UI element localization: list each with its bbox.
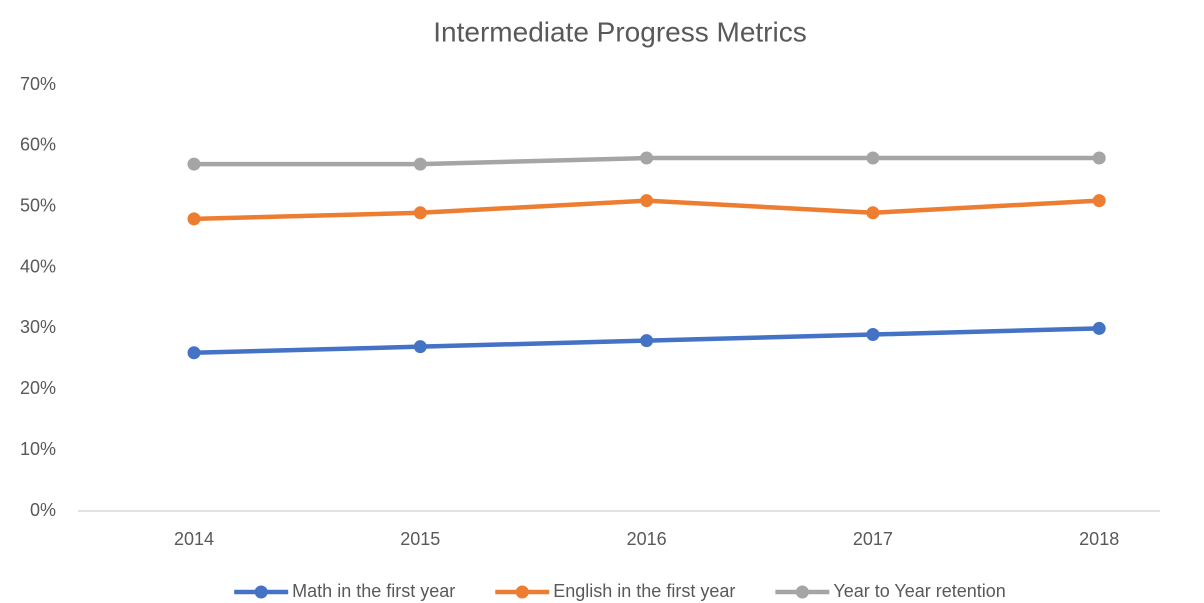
data-point bbox=[187, 157, 201, 171]
x-tick-label: 2016 bbox=[627, 529, 667, 549]
legend-marker bbox=[254, 585, 268, 599]
data-point bbox=[1092, 151, 1106, 165]
y-tick-label: 30% bbox=[20, 317, 56, 337]
legend-label: English in the first year bbox=[553, 581, 735, 601]
y-tick-label: 10% bbox=[20, 439, 56, 459]
data-point bbox=[866, 206, 880, 220]
data-point bbox=[1092, 194, 1106, 208]
y-tick-label: 40% bbox=[20, 256, 56, 276]
y-tick-label: 50% bbox=[20, 195, 56, 215]
data-point bbox=[413, 157, 427, 171]
data-point bbox=[640, 334, 654, 348]
legend-marker bbox=[515, 585, 529, 599]
data-point bbox=[413, 206, 427, 220]
y-tick-label: 60% bbox=[20, 135, 56, 155]
x-tick-label: 2014 bbox=[174, 529, 214, 549]
data-point bbox=[640, 151, 654, 165]
data-point bbox=[187, 346, 201, 360]
legend-marker bbox=[795, 585, 809, 599]
x-tick-label: 2015 bbox=[400, 529, 440, 549]
y-tick-label: 0% bbox=[30, 500, 56, 520]
data-point bbox=[1092, 321, 1106, 335]
x-tick-label: 2017 bbox=[853, 529, 893, 549]
y-tick-label: 20% bbox=[20, 378, 56, 398]
legend-label: Year to Year retention bbox=[833, 581, 1005, 601]
data-point bbox=[866, 151, 880, 165]
chart-title: Intermediate Progress Metrics bbox=[433, 16, 806, 47]
data-point bbox=[866, 328, 880, 342]
x-tick-label: 2018 bbox=[1079, 529, 1119, 549]
data-point bbox=[640, 194, 654, 208]
legend-label: Math in the first year bbox=[292, 581, 455, 601]
data-point bbox=[413, 340, 427, 354]
data-point bbox=[187, 212, 201, 226]
y-tick-label: 70% bbox=[20, 74, 56, 94]
